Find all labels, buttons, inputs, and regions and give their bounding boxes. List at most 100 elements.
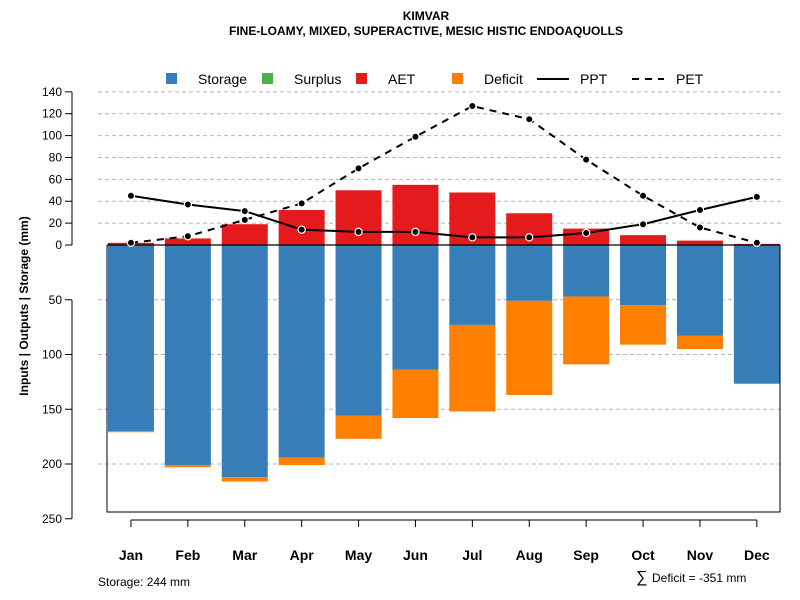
series-lines [126, 101, 762, 248]
ppt-point-apr [297, 225, 306, 234]
x-tick-label-sep: Sep [573, 547, 599, 563]
ppt-point-mar [240, 206, 249, 216]
deficit-bar-may [335, 415, 382, 439]
y-tick-label-lower-50: 50 [49, 293, 63, 307]
y-tick-label-100: 100 [42, 129, 62, 143]
ppt-point-may [354, 227, 363, 237]
sum-icon: ∑ [636, 569, 647, 586]
y-tick-label-140: 140 [42, 85, 62, 99]
y-tick-label-40: 40 [49, 194, 63, 208]
pet-point-jun [411, 132, 420, 141]
legend-swatch-deficit [452, 73, 463, 84]
x-tick-label-dec: Dec [744, 547, 770, 563]
pet-point-sep [581, 155, 591, 164]
y-axis-label: Inputs | Outputs | Storage (mm) [17, 216, 31, 395]
storage-bar-sep [563, 245, 610, 297]
axes: 0 20 40 60 80 100 120 140 50 100 150 200 250 Jan Feb Ma… [42, 85, 781, 563]
x-tick-label-jul: Jul [462, 547, 482, 563]
storage-bar-jan [107, 245, 154, 432]
pet-point-apr [297, 199, 306, 208]
legend-label-aet: AET [388, 71, 416, 87]
storage-bar-apr [278, 245, 325, 458]
x-tick-label-aug: Aug [516, 547, 543, 563]
legend-swatch-aet [356, 73, 367, 84]
bars [107, 184, 780, 482]
ppt-point-sep [581, 228, 591, 238]
deficit-bar-mar [221, 477, 268, 482]
legend-label-pet: PET [676, 71, 704, 87]
x-tick-label-oct: Oct [631, 547, 655, 563]
ppt-line [130, 194, 758, 239]
aet-bar-mar [221, 224, 268, 245]
x-tick-label-jun: Jun [403, 547, 428, 563]
legend: Storage Surplus AET Deficit PPT PET [166, 71, 704, 87]
storage-bar-may [335, 245, 382, 416]
ppt-point-feb [183, 200, 193, 209]
storage-bar-jun [392, 245, 439, 370]
deficit-bar-apr [278, 457, 325, 466]
x-tick-label-jan: Jan [119, 547, 143, 563]
pet-point-oct [638, 191, 648, 200]
storage-bar-dec [733, 245, 780, 383]
deficit-bar-aug [506, 300, 553, 396]
aet-bar-feb [164, 238, 211, 245]
deficit-bar-jun [392, 369, 439, 419]
plot-box [106, 245, 781, 513]
ppt-point-dec [752, 192, 762, 202]
storage-bar-feb [164, 245, 211, 466]
chart-subtitle: FINE-LOAMY, MIXED, SUPERACTIVE, MESIC HI… [229, 24, 623, 38]
ppt-point-jul [468, 233, 477, 242]
pet-point-aug [525, 114, 534, 124]
legend-label-ppt: PPT [580, 71, 608, 87]
storage-bar-mar [221, 245, 268, 478]
pet-point-feb [183, 232, 193, 241]
gridlines [98, 91, 782, 465]
y-tick-label-20: 20 [49, 216, 63, 230]
y-tick-label-lower-100: 100 [42, 348, 62, 362]
aet-bar-may [335, 190, 382, 245]
x-tick-label-may: May [345, 547, 372, 563]
x-tick-label-mar: Mar [232, 547, 257, 563]
deficit-bar-oct [620, 305, 667, 345]
y-tick-label-lower-150: 150 [42, 402, 62, 416]
chart-title: KIMVAR [403, 9, 450, 23]
y-tick-label-120: 120 [42, 107, 62, 121]
x-tick-label-apr: Apr [290, 547, 315, 563]
x-tick-label-nov: Nov [687, 547, 714, 563]
y-tick-label-0: 0 [55, 238, 62, 252]
y-tick-label-lower-250: 250 [42, 512, 62, 526]
pet-point-may [354, 164, 363, 173]
storage-bar-jul [449, 245, 496, 325]
storage-footer: Storage: 244 mm [98, 575, 190, 589]
ppt-point-oct [638, 220, 648, 229]
deficit-bar-feb [164, 465, 211, 468]
pet-point-jul [468, 101, 477, 111]
deficit-bar-sep [563, 296, 610, 365]
pet-point-nov [695, 223, 705, 232]
ppt-point-jun [411, 227, 420, 237]
storage-bar-oct [620, 245, 667, 306]
legend-label-storage: Storage [198, 71, 247, 87]
pet-point-dec [752, 238, 762, 248]
deficit-bar-jan [107, 431, 154, 433]
ppt-point-nov [695, 205, 705, 215]
deficit-footer: Deficit = -351 mm [652, 571, 746, 585]
legend-label-deficit: Deficit [484, 71, 523, 87]
y-tick-label-lower-200: 200 [42, 457, 62, 471]
deficit-bar-nov [676, 335, 723, 350]
deficit-bar-dec [733, 382, 780, 385]
pet-point-jan [126, 238, 136, 248]
storage-bar-aug [506, 245, 553, 301]
aet-bar-oct [620, 235, 667, 245]
deficit-bar-jul [449, 324, 496, 412]
ppt-point-jan [126, 191, 136, 200]
legend-swatch-storage [166, 73, 177, 84]
aet-bar-nov [676, 240, 723, 245]
storage-bar-nov [676, 245, 723, 336]
y-tick-label-60: 60 [49, 172, 63, 186]
pet-line [130, 105, 758, 244]
legend-label-surplus: Surplus [294, 71, 341, 87]
x-tick-label-feb: Feb [175, 547, 200, 563]
pet-point-mar [240, 215, 249, 225]
